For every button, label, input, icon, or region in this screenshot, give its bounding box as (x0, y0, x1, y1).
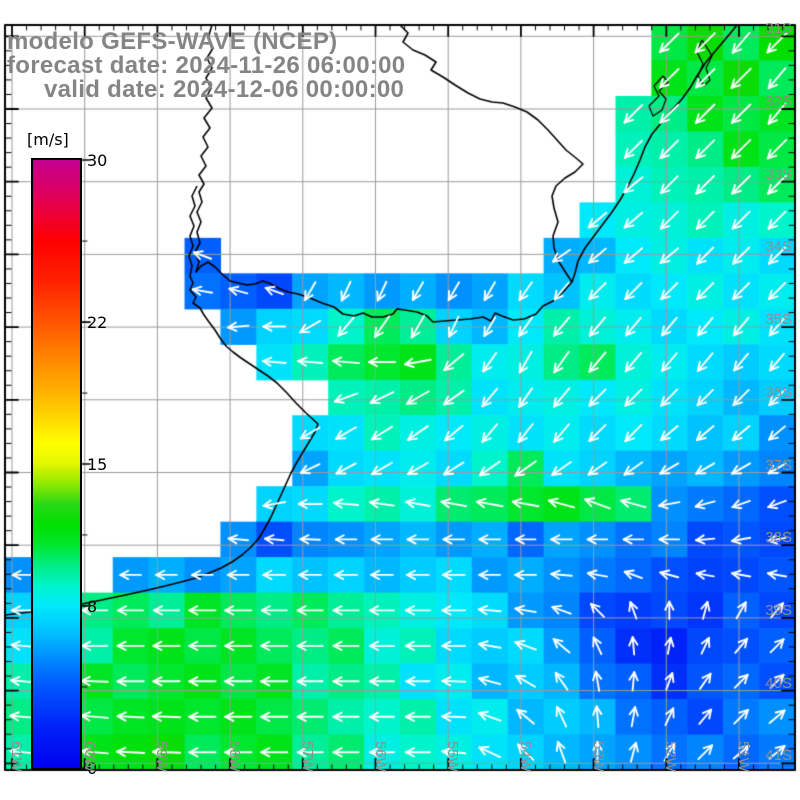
colorbar-unit-label: [m/s] (27, 130, 69, 149)
forecast-date-line: forecast date: 2024-11-26 06:00:00 (7, 52, 406, 79)
colorbar (31, 158, 82, 770)
model-title: modelo GEFS-WAVE (NCEP) (7, 28, 338, 55)
valid-date-line: valid date: 2024-12-06 00:00:00 (44, 76, 405, 103)
